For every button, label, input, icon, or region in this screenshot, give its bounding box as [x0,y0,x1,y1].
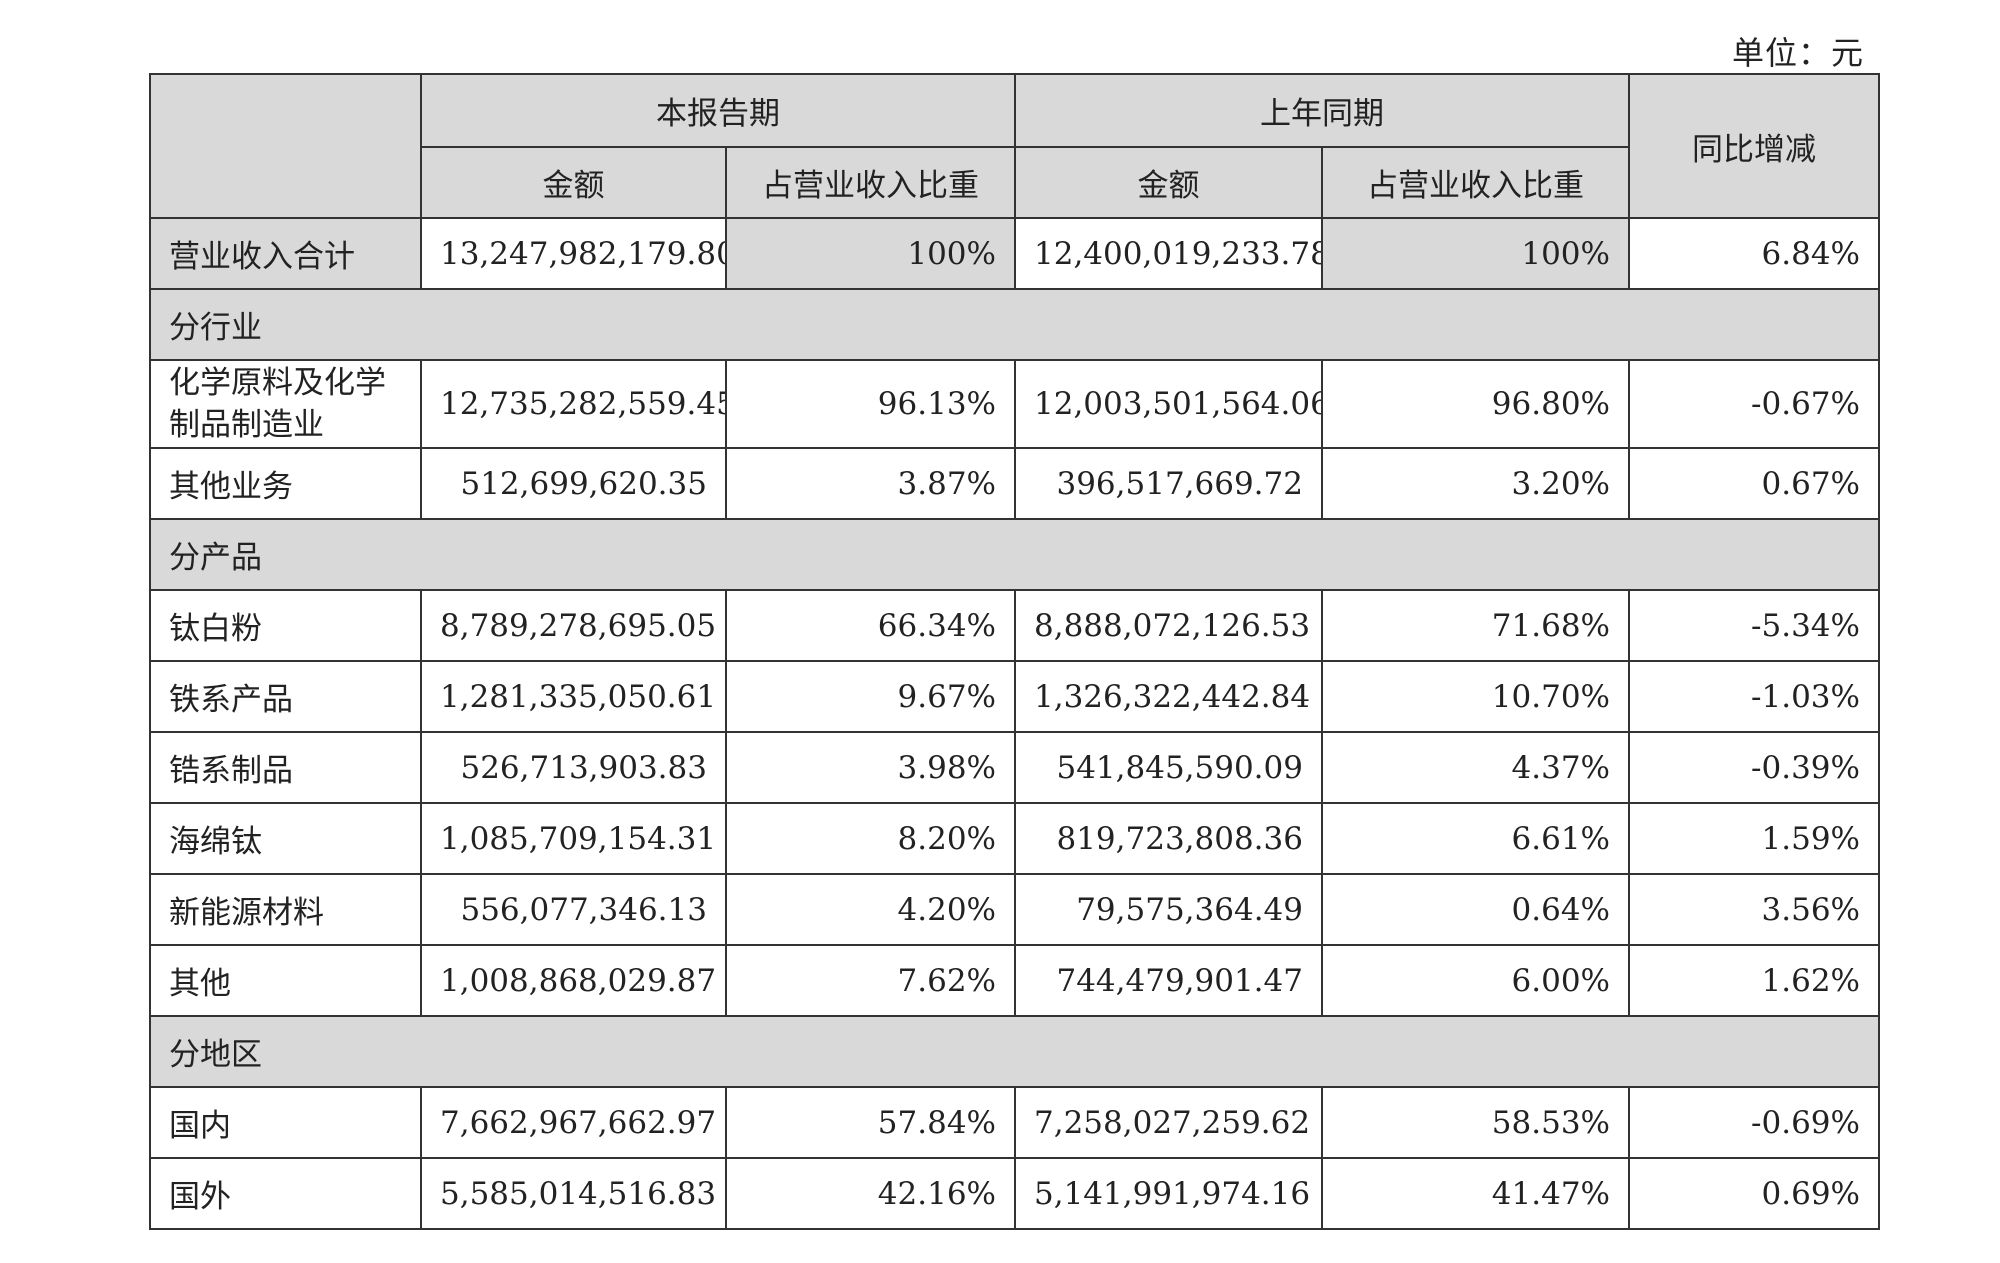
current-amount-cell: 8,789,278,695.05 [420,589,727,662]
prior-amount-cell: 12,003,501,564.06 [1014,359,1323,449]
prior-share-cell: 6.00% [1321,944,1630,1017]
prior-amount-cell: 1,326,322,442.84 [1014,660,1323,733]
yoy-change-cell: 1.59% [1628,802,1880,875]
header-prior-share: 占营业收入比重 [1321,146,1630,219]
row-label: 国内 [149,1086,422,1159]
section-title: 分行业 [149,288,1880,361]
prior-amount-cell: 5,141,991,974.16 [1014,1157,1323,1230]
current-share-cell: 4.20% [725,873,1016,946]
table-row: 锆系制品 526,713,903.83 3.98% 541,845,590.09… [149,731,1880,804]
header-prior-period: 上年同期 [1014,73,1630,148]
yoy-change-cell: -5.34% [1628,589,1880,662]
prior-share-cell: 41.47% [1321,1157,1630,1230]
prior-amount-cell: 819,723,808.36 [1014,802,1323,875]
current-share-cell: 3.98% [725,731,1016,804]
table-row: 新能源材料 556,077,346.13 4.20% 79,575,364.49… [149,873,1880,946]
section-row-industry: 分行业 [149,288,1880,361]
current-amount-cell: 5,585,014,516.83 [420,1157,727,1230]
current-share-cell: 57.84% [725,1086,1016,1159]
section-row-product: 分产品 [149,518,1880,591]
current-amount-cell: 1,008,868,029.87 [420,944,727,1017]
current-amount-cell: 13,247,982,179.80 [420,217,727,290]
current-amount-cell: 12,735,282,559.45 [420,359,727,449]
yoy-change-cell: -0.39% [1628,731,1880,804]
yoy-change-cell: 6.84% [1628,217,1880,290]
row-label: 钛白粉 [149,589,422,662]
prior-share-cell: 6.61% [1321,802,1630,875]
prior-share-cell: 3.20% [1321,447,1630,520]
table-row: 铁系产品 1,281,335,050.61 9.67% 1,326,322,44… [149,660,1880,733]
current-share-cell: 100% [725,217,1016,290]
prior-share-cell: 71.68% [1321,589,1630,662]
header-row-2: 金额 占营业收入比重 金额 占营业收入比重 [150,146,1879,219]
yoy-change-cell: 3.56% [1628,873,1880,946]
yoy-change-cell: 1.62% [1628,944,1880,1017]
table-row: 其他 1,008,868,029.87 7.62% 744,479,901.47… [149,944,1880,1017]
prior-amount-cell: 744,479,901.47 [1014,944,1323,1017]
prior-amount-cell: 541,845,590.09 [1014,731,1323,804]
row-label: 营业收入合计 [149,217,422,290]
section-title: 分地区 [149,1015,1880,1088]
row-label: 锆系制品 [149,731,422,804]
current-share-cell: 3.87% [725,447,1016,520]
current-share-cell: 96.13% [725,359,1016,449]
current-share-cell: 7.62% [725,944,1016,1017]
table-row: 其他业务 512,699,620.35 3.87% 396,517,669.72… [149,447,1880,520]
prior-amount-cell: 396,517,669.72 [1014,447,1323,520]
prior-amount-cell: 79,575,364.49 [1014,873,1323,946]
table-row-total: 营业收入合计 13,247,982,179.80 100% 12,400,019… [149,217,1880,290]
prior-amount-cell: 8,888,072,126.53 [1014,589,1323,662]
prior-share-cell: 10.70% [1321,660,1630,733]
yoy-change-cell: 0.69% [1628,1157,1880,1230]
prior-share-cell: 4.37% [1321,731,1630,804]
row-label: 铁系产品 [149,660,422,733]
yoy-change-cell: -1.03% [1628,660,1880,733]
yoy-change-cell: -0.69% [1628,1086,1880,1159]
row-label: 其他业务 [149,447,422,520]
current-amount-cell: 1,281,335,050.61 [420,660,727,733]
prior-share-cell: 100% [1321,217,1630,290]
header-corner-cell [149,73,422,219]
table-row: 海绵钛 1,085,709,154.31 8.20% 819,723,808.3… [149,802,1880,875]
current-share-cell: 42.16% [725,1157,1016,1230]
current-amount-cell: 556,077,346.13 [420,873,727,946]
row-label: 国外 [149,1157,422,1230]
table-row: 化学原料及化学制品制造业 12,735,282,559.45 96.13% 12… [149,359,1880,449]
table-row: 钛白粉 8,789,278,695.05 66.34% 8,888,072,12… [149,589,1880,662]
current-share-cell: 8.20% [725,802,1016,875]
header-current-period: 本报告期 [420,73,1016,148]
prior-amount-cell: 12,400,019,233.78 [1014,217,1323,290]
table-row: 国外 5,585,014,516.83 42.16% 5,141,991,974… [149,1157,1880,1230]
current-amount-cell: 7,662,967,662.97 [420,1086,727,1159]
header-prior-amount: 金额 [1014,146,1323,219]
section-row-region: 分地区 [149,1015,1880,1088]
row-label: 其他 [149,944,422,1017]
header-row-1: 本报告期 上年同期 同比增减 [149,73,1880,219]
current-amount-cell: 526,713,903.83 [420,731,727,804]
yoy-change-cell: 0.67% [1628,447,1880,520]
row-label: 新能源材料 [149,873,422,946]
row-label: 化学原料及化学制品制造业 [149,359,422,449]
row-label: 海绵钛 [149,802,422,875]
header-yoy-change: 同比增减 [1628,73,1880,219]
prior-share-cell: 96.80% [1321,359,1630,449]
unit-label: 单位：元 [1731,34,1864,72]
prior-share-cell: 58.53% [1321,1086,1630,1159]
table-row: 国内 7,662,967,662.97 57.84% 7,258,027,259… [149,1086,1880,1159]
section-title: 分产品 [149,518,1880,591]
prior-share-cell: 0.64% [1321,873,1630,946]
revenue-composition-table: 本报告期 上年同期 同比增减 金额 占营业收入比重 金额 占营业收入比重 营业收… [149,73,1880,1230]
current-amount-cell: 512,699,620.35 [420,447,727,520]
header-current-share: 占营业收入比重 [725,146,1016,219]
yoy-change-cell: -0.67% [1628,359,1880,449]
current-amount-cell: 1,085,709,154.31 [420,802,727,875]
header-current-amount: 金额 [420,146,727,219]
prior-amount-cell: 7,258,027,259.62 [1014,1086,1323,1159]
current-share-cell: 9.67% [725,660,1016,733]
current-share-cell: 66.34% [725,589,1016,662]
